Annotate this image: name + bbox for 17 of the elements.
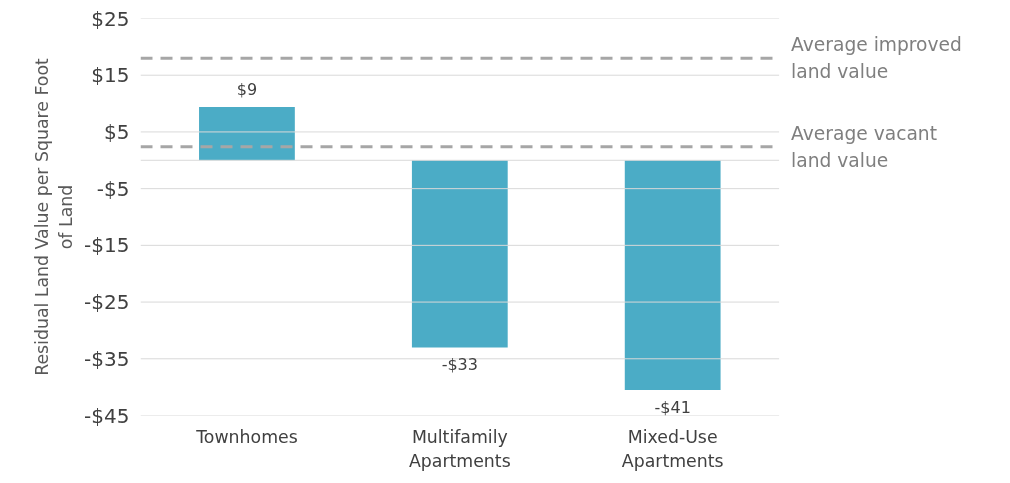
- y-tick-label: -$5: [96, 176, 130, 201]
- y-tick-label: -$45: [84, 403, 130, 428]
- y-tick-label: $15: [91, 63, 130, 88]
- y-axis-title: Residual Land Value per Square Foot of Land: [32, 57, 77, 376]
- x-tick-label: Multifamily Apartments: [408, 426, 511, 471]
- y-tick-label: $5: [104, 119, 130, 144]
- y-tick-label: -$35: [84, 346, 130, 371]
- data-label: -$33: [441, 355, 478, 375]
- x-tick-label: Mixed-Use Apartments: [621, 426, 724, 471]
- data-label: $9: [236, 79, 258, 99]
- y-tick-label: -$15: [84, 233, 130, 258]
- y-tick-label: -$25: [84, 290, 130, 315]
- ref-line-label: Average vacant land value: [791, 122, 937, 171]
- x-tick-label: Townhomes: [195, 426, 298, 447]
- data-label: -$41: [654, 397, 691, 417]
- ref-line-label: Average improved land value: [791, 34, 962, 83]
- y-tick-label: $25: [91, 6, 130, 31]
